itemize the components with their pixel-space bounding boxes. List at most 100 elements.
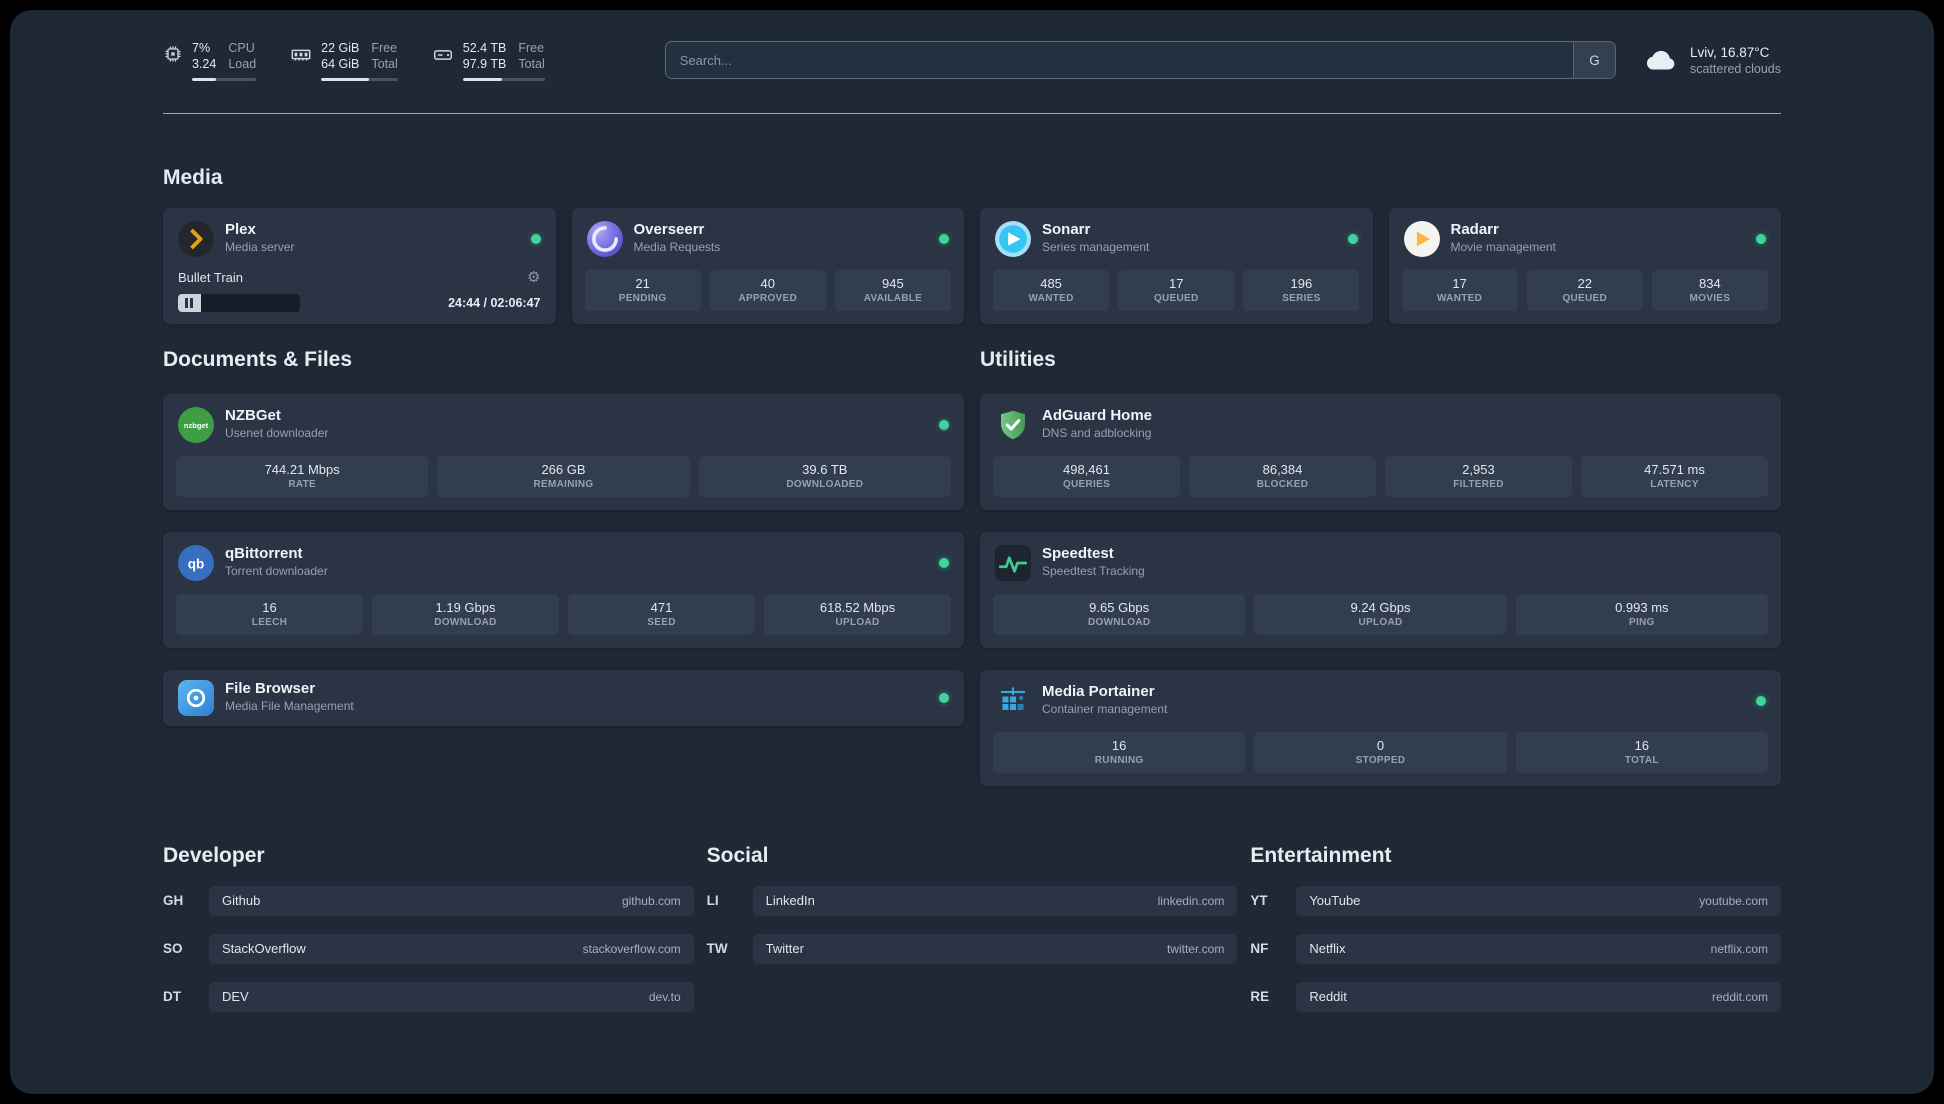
plex-icon xyxy=(178,220,214,257)
service-name: Media Portainer xyxy=(1042,683,1155,701)
service-name: Sonarr xyxy=(1042,221,1091,239)
bookmark-github[interactable]: GH Github github.com xyxy=(163,885,694,916)
stat-tile: 16 TOTAL xyxy=(1515,731,1768,773)
service-card-plex[interactable]: Plex Media server Bullet Train ⚙ 24:44 /… xyxy=(163,207,556,324)
resource-widgets: 7% 3.24 CPU Load xyxy=(163,40,545,81)
status-dot xyxy=(939,419,949,430)
service-desc: DNS and adblocking xyxy=(1042,426,1152,441)
search-input[interactable] xyxy=(665,42,1573,79)
memory-free: 22 GiB xyxy=(321,41,360,55)
stat-tile: 266 GB REMAINING xyxy=(437,455,690,497)
weather-widget: Lviv, 16.87°C scattered clouds xyxy=(1644,45,1781,76)
service-name: qBittorrent xyxy=(225,545,303,563)
portainer-icon xyxy=(995,683,1031,719)
cpu-widget: 7% 3.24 CPU Load xyxy=(163,40,257,81)
bookmark-abbr: SO xyxy=(163,941,183,956)
bookmark-youtube[interactable]: YT YouTube youtube.com xyxy=(1250,885,1781,916)
documents-column: Documents & Files nzbget NZBGet Usenet d… xyxy=(163,348,964,786)
status-dot xyxy=(939,233,949,244)
stat-tile: 9.65 Gbps DOWNLOAD xyxy=(993,593,1246,635)
stat-label: QUERIES xyxy=(1062,478,1111,490)
stat-tile: 2,953 FILTERED xyxy=(1385,455,1572,497)
stat-value: 16 xyxy=(262,599,277,615)
status-dot xyxy=(939,557,949,568)
disk-free-label: Free xyxy=(518,41,545,55)
service-desc: Media Requests xyxy=(633,240,721,255)
radarr-icon xyxy=(1403,220,1440,257)
stat-tile: 744.21 Mbps RATE xyxy=(176,455,429,497)
memory-free-label: Free xyxy=(371,41,398,55)
topbar: 7% 3.24 CPU Load xyxy=(163,40,1781,81)
bookmark-linkedin[interactable]: LI LinkedIn linkedin.com xyxy=(707,885,1238,916)
service-name: Radarr xyxy=(1450,221,1499,239)
bookmark-domain: twitter.com xyxy=(1166,941,1225,956)
service-card-sonarr[interactable]: Sonarr Series management 485 WANTED 17 Q… xyxy=(980,207,1373,324)
bookmark-domain: dev.to xyxy=(648,989,681,1004)
stat-label: MOVIES xyxy=(1689,292,1731,304)
bookmark-name: Reddit xyxy=(1309,989,1347,1004)
stat-tile: 1.19 Gbps DOWNLOAD xyxy=(372,593,559,635)
bookmark-name: Github xyxy=(222,893,261,908)
svg-text:nzbget: nzbget xyxy=(184,421,209,430)
stat-tile: 485 WANTED xyxy=(993,269,1110,311)
playback-progress[interactable] xyxy=(178,293,300,312)
service-card-portainer[interactable]: Media Portainer Container management 16 … xyxy=(980,669,1781,786)
filebrowser-icon xyxy=(178,679,214,716)
service-card-filebrowser[interactable]: File Browser Media File Management xyxy=(163,669,964,726)
bookmark-reddit[interactable]: RE Reddit reddit.com xyxy=(1250,981,1781,1012)
bookmark-dev[interactable]: DT DEV dev.to xyxy=(163,981,694,1012)
cpu-percent: 7% xyxy=(192,41,211,55)
status-dot xyxy=(1347,233,1358,244)
bookmark-stackoverflow[interactable]: SO StackOverflow stackoverflow.com xyxy=(163,933,694,964)
service-card-speedtest[interactable]: Speedtest Speedtest Tracking 9.65 Gbps D… xyxy=(980,531,1781,648)
status-dot xyxy=(1756,695,1766,706)
stat-label: UPLOAD xyxy=(1358,616,1403,628)
stat-value: 21 xyxy=(635,275,650,291)
stat-value: 86,384 xyxy=(1262,461,1303,477)
service-card-qbittorrent[interactable]: qb qBittorrent Torrent downloader 16 LEE… xyxy=(163,531,964,648)
stat-label: APPROVED xyxy=(738,292,797,304)
section-title-utilities: Utilities xyxy=(980,347,1056,371)
stat-value: 47.571 ms xyxy=(1644,461,1705,477)
stat-label: QUEUED xyxy=(1153,292,1199,304)
service-card-overseerr[interactable]: Overseerr Media Requests 21 PENDING 40 A… xyxy=(571,207,964,324)
search-provider-button[interactable]: G xyxy=(1572,42,1615,79)
gear-icon[interactable]: ⚙ xyxy=(527,268,541,286)
service-name: Plex xyxy=(225,221,256,239)
bookmark-abbr: YT xyxy=(1250,893,1268,908)
service-name: Overseerr xyxy=(633,221,705,239)
bookmark-twitter[interactable]: TW Twitter twitter.com xyxy=(707,933,1238,964)
disk-total-label: Total xyxy=(518,57,545,72)
service-card-radarr[interactable]: Radarr Movie management 17 WANTED 22 QUE… xyxy=(1388,207,1781,324)
service-desc: Usenet downloader xyxy=(225,426,329,441)
service-card-adguard[interactable]: AdGuard Home DNS and adblocking 498,461 … xyxy=(980,393,1781,510)
stat-label: STOPPED xyxy=(1355,754,1406,766)
memory-widget: 22 GiB 64 GiB Free Total xyxy=(290,40,398,81)
bookmark-domain: github.com xyxy=(621,893,681,908)
svg-text:qb: qb xyxy=(188,556,205,571)
stat-tile: 40 APPROVED xyxy=(709,269,826,311)
stat-tile: 39.6 TB DOWNLOADED xyxy=(698,455,951,497)
overseerr-icon xyxy=(586,220,623,257)
pause-icon[interactable] xyxy=(185,297,193,308)
service-card-nzbget[interactable]: nzbget NZBGet Usenet downloader 744.21 M… xyxy=(163,393,964,510)
bookmark-domain: stackoverflow.com xyxy=(582,941,681,956)
stat-label: DOWNLOAD xyxy=(434,616,497,628)
nzbget-icon: nzbget xyxy=(178,406,214,443)
bookmark-domain: reddit.com xyxy=(1711,989,1768,1004)
bookmark-abbr: NF xyxy=(1250,941,1269,956)
stat-value: 9.24 Gbps xyxy=(1350,599,1411,615)
qbittorrent-icon: qb xyxy=(178,544,214,581)
stat-tile: 0 STOPPED xyxy=(1254,731,1507,773)
stat-label: PING xyxy=(1628,616,1655,628)
service-desc: Movie management xyxy=(1450,240,1556,255)
stat-value: 196 xyxy=(1290,275,1313,291)
disk-widget: 52.4 TB 97.9 TB Free Total xyxy=(432,40,545,81)
weather-condition: scattered clouds xyxy=(1689,61,1781,76)
bookmark-abbr: GH xyxy=(163,893,184,908)
service-desc: Media File Management xyxy=(225,699,354,714)
adguard-shield-icon xyxy=(995,407,1031,443)
stat-tile: 945 AVAILABLE xyxy=(834,269,951,311)
service-desc: Speedtest Tracking xyxy=(1042,564,1145,579)
bookmark-netflix[interactable]: NF Netflix netflix.com xyxy=(1250,933,1781,964)
